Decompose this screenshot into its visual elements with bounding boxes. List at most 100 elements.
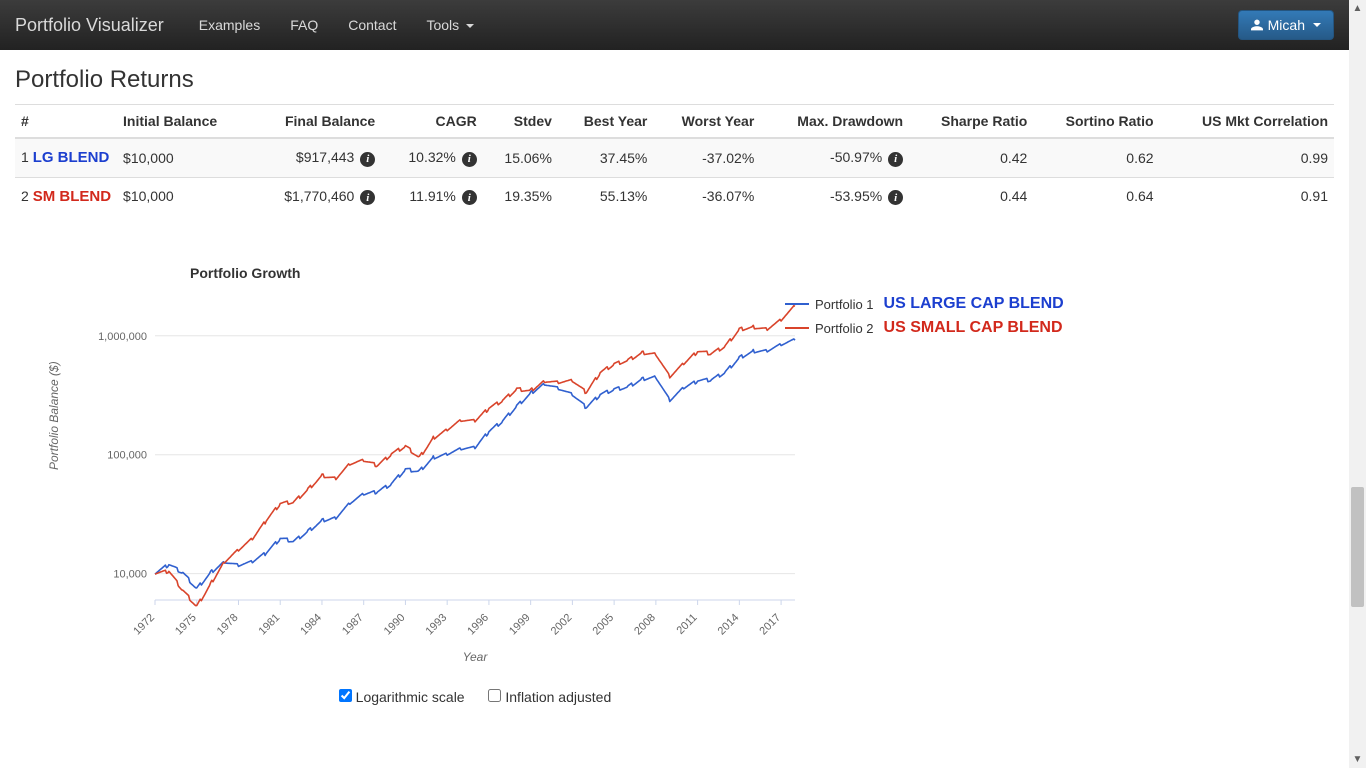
svg-text:100,000: 100,000: [107, 450, 147, 462]
correlation: 0.99: [1160, 138, 1334, 177]
col-header: Sharpe Ratio: [909, 105, 1033, 139]
svg-text:1984: 1984: [298, 612, 324, 638]
nav-tools-label: Tools: [426, 17, 459, 33]
svg-text:2008: 2008: [632, 612, 658, 638]
legend-item-2[interactable]: Portfolio 2 US SMALL CAP BLEND: [785, 319, 1064, 337]
table-row: 1 LG BLEND$10,000$917,443 i10.32% i15.06…: [15, 138, 1334, 177]
col-header: US Mkt Correlation: [1160, 105, 1334, 139]
chevron-down-icon: [1313, 23, 1321, 27]
max-drawdown: -53.95% i: [760, 177, 909, 215]
svg-text:1972: 1972: [131, 612, 157, 638]
chevron-down-icon: [466, 24, 474, 28]
navbar: Portfolio Visualizer Examples FAQ Contac…: [0, 0, 1349, 50]
final-balance: $1,770,460 i: [251, 177, 381, 215]
inflation-toggle[interactable]: Inflation adjusted: [488, 689, 611, 705]
svg-text:1999: 1999: [507, 612, 533, 638]
info-icon[interactable]: i: [888, 190, 903, 205]
svg-text:10,000: 10,000: [113, 569, 147, 581]
scrollbar-thumb[interactable]: [1351, 487, 1364, 607]
svg-text:1996: 1996: [465, 612, 491, 638]
cagr: 11.91% i: [381, 177, 483, 215]
section-title: Portfolio Returns: [15, 66, 1334, 94]
svg-text:2014: 2014: [716, 612, 742, 638]
scrollbar-track[interactable]: [1349, 17, 1366, 751]
svg-text:1981: 1981: [257, 612, 283, 638]
chart-area: Portfolio Growth Portfolio Balance ($) 1…: [15, 270, 1334, 705]
svg-text:1993: 1993: [423, 612, 449, 638]
col-header: CAGR: [381, 105, 483, 139]
legend-swatch: [785, 327, 809, 329]
svg-text:1978: 1978: [215, 612, 241, 638]
svg-text:2005: 2005: [590, 612, 616, 638]
sharpe: 0.42: [909, 138, 1033, 177]
legend-label: Portfolio 2: [815, 321, 874, 336]
log-scale-label: Logarithmic scale: [356, 689, 465, 705]
stdev: 15.06%: [483, 138, 558, 177]
chart-y-label: Portfolio Balance ($): [47, 361, 61, 470]
col-header: Stdev: [483, 105, 558, 139]
brand[interactable]: Portfolio Visualizer: [15, 15, 164, 36]
worst-year: -36.07%: [653, 177, 760, 215]
nav-faq[interactable]: FAQ: [275, 2, 333, 48]
svg-text:2017: 2017: [757, 612, 783, 638]
svg-text:1975: 1975: [173, 612, 199, 638]
correlation: 0.91: [1160, 177, 1334, 215]
content: Portfolio Returns #Initial BalanceFinal …: [0, 50, 1349, 715]
scrollbar-up-button[interactable]: ▲: [1349, 0, 1366, 17]
user-icon: [1251, 19, 1263, 31]
initial-balance: $10,000: [117, 177, 251, 215]
col-header: Best Year: [558, 105, 653, 139]
worst-year: -37.02%: [653, 138, 760, 177]
col-header: Initial Balance: [117, 105, 251, 139]
legend-swatch: [785, 303, 809, 305]
initial-balance: $10,000: [117, 138, 251, 177]
inflation-label: Inflation adjusted: [505, 689, 611, 705]
returns-table: #Initial BalanceFinal BalanceCAGRStdevBe…: [15, 104, 1334, 215]
sortino: 0.64: [1033, 177, 1159, 215]
best-year: 37.45%: [558, 138, 653, 177]
portfolio-label: SM BLEND: [33, 188, 111, 205]
info-icon[interactable]: i: [888, 152, 903, 167]
table-row: 2 SM BLEND$10,000$1,770,460 i11.91% i19.…: [15, 177, 1334, 215]
nav-tools[interactable]: Tools: [411, 2, 489, 48]
svg-text:1,000,000: 1,000,000: [98, 331, 147, 343]
nav-contact[interactable]: Contact: [333, 2, 411, 48]
growth-chart: 10,000 100,000 1,000,000 1972 1975 1978 1981 19…: [55, 270, 825, 640]
stdev: 19.35%: [483, 177, 558, 215]
chart-x-label: Year: [95, 650, 855, 664]
portfolio-label: LG BLEND: [33, 149, 110, 166]
info-icon[interactable]: i: [462, 190, 477, 205]
log-scale-checkbox[interactable]: [339, 689, 352, 702]
row-index: 2 SM BLEND: [15, 177, 117, 215]
chart-legend: Portfolio 1 US LARGE CAP BLEND Portfolio…: [785, 295, 1064, 343]
col-header: Max. Drawdown: [760, 105, 909, 139]
cagr: 10.32% i: [381, 138, 483, 177]
info-icon[interactable]: i: [360, 190, 375, 205]
chart-title: Portfolio Growth: [190, 265, 300, 281]
max-drawdown: -50.97% i: [760, 138, 909, 177]
info-icon[interactable]: i: [360, 152, 375, 167]
sharpe: 0.44: [909, 177, 1033, 215]
col-header: Sortino Ratio: [1033, 105, 1159, 139]
scrollbar-down-button[interactable]: ▼: [1349, 751, 1366, 768]
info-icon[interactable]: i: [462, 152, 477, 167]
user-menu-button[interactable]: Micah: [1238, 10, 1334, 40]
legend-annotation: US SMALL CAP BLEND: [884, 319, 1063, 337]
svg-text:2011: 2011: [675, 612, 700, 637]
inflation-checkbox[interactable]: [488, 689, 501, 702]
svg-text:2002: 2002: [549, 612, 575, 638]
user-name: Micah: [1268, 17, 1305, 33]
legend-item-1[interactable]: Portfolio 1 US LARGE CAP BLEND: [785, 295, 1064, 313]
col-header: #: [15, 105, 117, 139]
sortino: 0.62: [1033, 138, 1159, 177]
col-header: Worst Year: [653, 105, 760, 139]
svg-text:1990: 1990: [382, 612, 408, 638]
chart-controls: Logarithmic scale Inflation adjusted: [95, 689, 855, 705]
row-index: 1 LG BLEND: [15, 138, 117, 177]
legend-annotation: US LARGE CAP BLEND: [884, 295, 1064, 313]
best-year: 55.13%: [558, 177, 653, 215]
col-header: Final Balance: [251, 105, 381, 139]
log-scale-toggle[interactable]: Logarithmic scale: [339, 689, 469, 705]
svg-text:1987: 1987: [340, 612, 366, 638]
nav-examples[interactable]: Examples: [184, 2, 275, 48]
